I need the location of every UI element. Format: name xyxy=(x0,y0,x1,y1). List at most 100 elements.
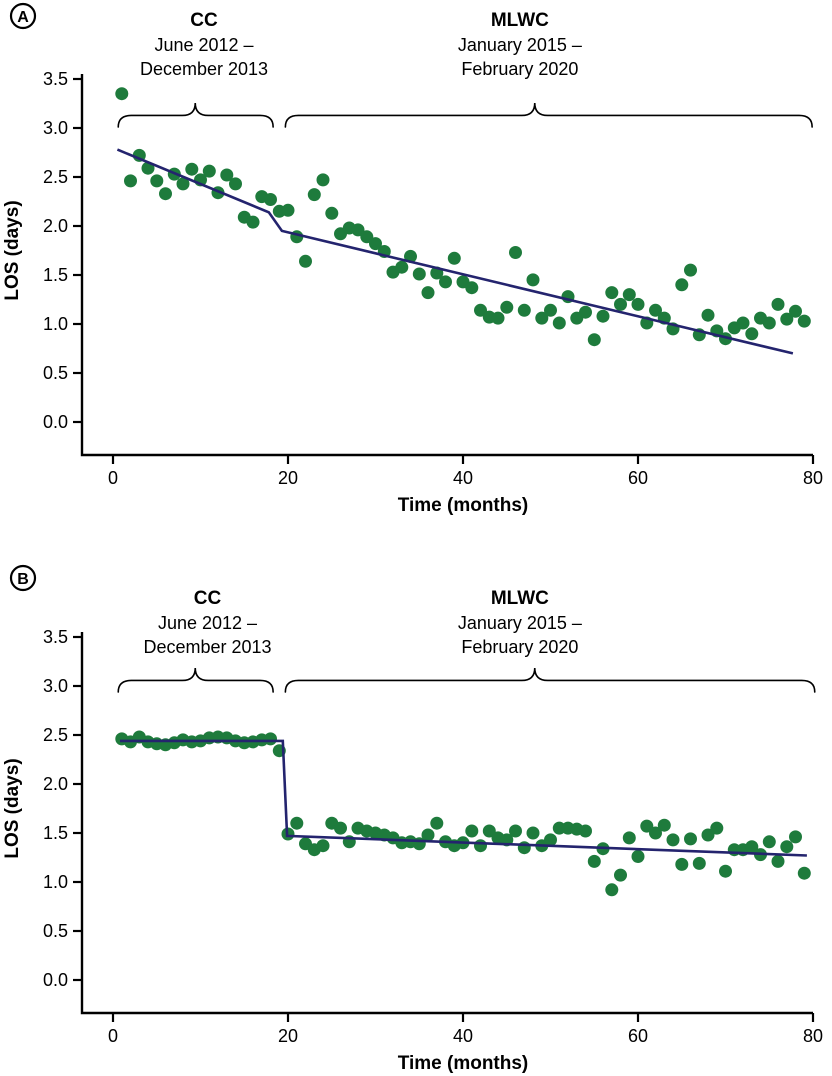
trend-line xyxy=(120,739,807,857)
data-point xyxy=(509,246,522,259)
period-dates-line1: January 2015 – xyxy=(458,613,582,633)
x-axis-title: Time (months) xyxy=(398,1053,529,1074)
data-point xyxy=(491,311,505,325)
data-point xyxy=(290,816,304,830)
x-tick-label: 60 xyxy=(628,1026,648,1046)
data-point xyxy=(622,288,636,302)
period-brace xyxy=(117,667,274,693)
axis-frame xyxy=(80,632,813,1015)
data-point xyxy=(535,311,549,325)
data-point xyxy=(307,188,321,202)
data-point xyxy=(710,821,724,835)
data-point xyxy=(412,267,426,281)
data-point xyxy=(220,168,234,182)
data-point xyxy=(622,831,636,845)
data-point xyxy=(482,824,496,838)
x-tick-label: 80 xyxy=(803,468,823,488)
data-point xyxy=(675,857,689,871)
y-tick-label: 1.0 xyxy=(43,872,68,892)
data-point xyxy=(202,164,216,178)
data-point xyxy=(465,281,479,295)
data-point xyxy=(657,818,671,832)
y-tick-label: 2.0 xyxy=(43,216,68,236)
data-point xyxy=(649,303,662,317)
period-brace xyxy=(284,102,813,128)
x-tick-label: 0 xyxy=(108,1026,118,1046)
axis-frame xyxy=(80,74,813,457)
period-label: MLWC xyxy=(491,588,549,609)
period-dates-line2: February 2020 xyxy=(461,637,578,657)
y-tick-label: 3.0 xyxy=(43,118,68,138)
data-point xyxy=(684,263,697,277)
data-point xyxy=(640,819,654,833)
data-point xyxy=(299,254,312,268)
data-point xyxy=(701,828,715,842)
y-tick-label: 1.0 xyxy=(43,314,68,334)
data-point xyxy=(509,824,522,838)
y-tick-label: 1.5 xyxy=(43,265,68,285)
period-dates-line1: June 2012 – xyxy=(158,613,257,633)
y-tick-label: 0.5 xyxy=(43,363,68,383)
data-point xyxy=(465,824,479,838)
data-point xyxy=(421,828,435,842)
x-tick-label: 20 xyxy=(278,1026,298,1046)
panel-A: A CC June 2012 – December 2013 MLWC January 2… xyxy=(2,2,823,516)
panel-badge-circle xyxy=(9,564,37,592)
period-brace xyxy=(117,102,274,128)
data-point xyxy=(439,275,452,289)
data-point xyxy=(264,193,277,206)
data-point xyxy=(649,826,662,840)
period-label: CC xyxy=(194,588,222,609)
data-point xyxy=(552,316,566,330)
data-point xyxy=(605,286,619,300)
data-point xyxy=(281,203,295,217)
y-axis-title: LOS (days) xyxy=(2,758,23,858)
period-dates-line2: December 2013 xyxy=(140,59,268,79)
data-point xyxy=(605,883,619,897)
data-point xyxy=(421,286,435,300)
data-point xyxy=(316,173,330,187)
period-label: MLWC xyxy=(491,10,549,31)
y-tick-label: 2.0 xyxy=(43,774,68,794)
y-tick-label: 1.5 xyxy=(43,823,68,843)
data-point xyxy=(631,850,645,863)
y-tick-label: 0.0 xyxy=(43,970,68,990)
data-point xyxy=(780,840,794,854)
data-point xyxy=(150,174,164,188)
data-point xyxy=(789,830,802,844)
y-tick-label: 0.0 xyxy=(43,412,68,432)
period-dates-line1: June 2012 – xyxy=(154,35,253,55)
data-point xyxy=(666,833,680,847)
data-point xyxy=(517,303,531,317)
data-point xyxy=(159,187,172,201)
period-brace xyxy=(284,667,816,693)
data-point xyxy=(115,87,129,101)
data-point xyxy=(544,833,557,847)
data-point xyxy=(517,841,531,855)
data-point xyxy=(395,260,409,274)
panel-badge-letter: A xyxy=(17,9,29,26)
y-tick-label: 2.5 xyxy=(43,167,68,187)
data-point xyxy=(185,162,199,176)
data-point xyxy=(701,308,715,322)
y-tick-label: 3.5 xyxy=(43,69,68,89)
data-point xyxy=(526,273,540,287)
data-point xyxy=(325,206,339,220)
period-dates-line2: February 2020 xyxy=(461,59,578,79)
data-point xyxy=(316,839,330,853)
data-point xyxy=(789,304,802,318)
data-point xyxy=(246,215,260,229)
data-point xyxy=(745,840,759,854)
data-point xyxy=(229,177,242,191)
data-point xyxy=(360,230,374,244)
y-axis-title: LOS (days) xyxy=(2,200,23,300)
x-tick-label: 20 xyxy=(278,468,298,488)
x-tick-label: 0 xyxy=(108,468,118,488)
data-point xyxy=(500,300,514,314)
data-point xyxy=(614,297,627,311)
period-dates-line2: December 2013 xyxy=(143,637,271,657)
data-point xyxy=(692,856,706,870)
data-point xyxy=(474,303,487,317)
data-point xyxy=(264,732,277,746)
